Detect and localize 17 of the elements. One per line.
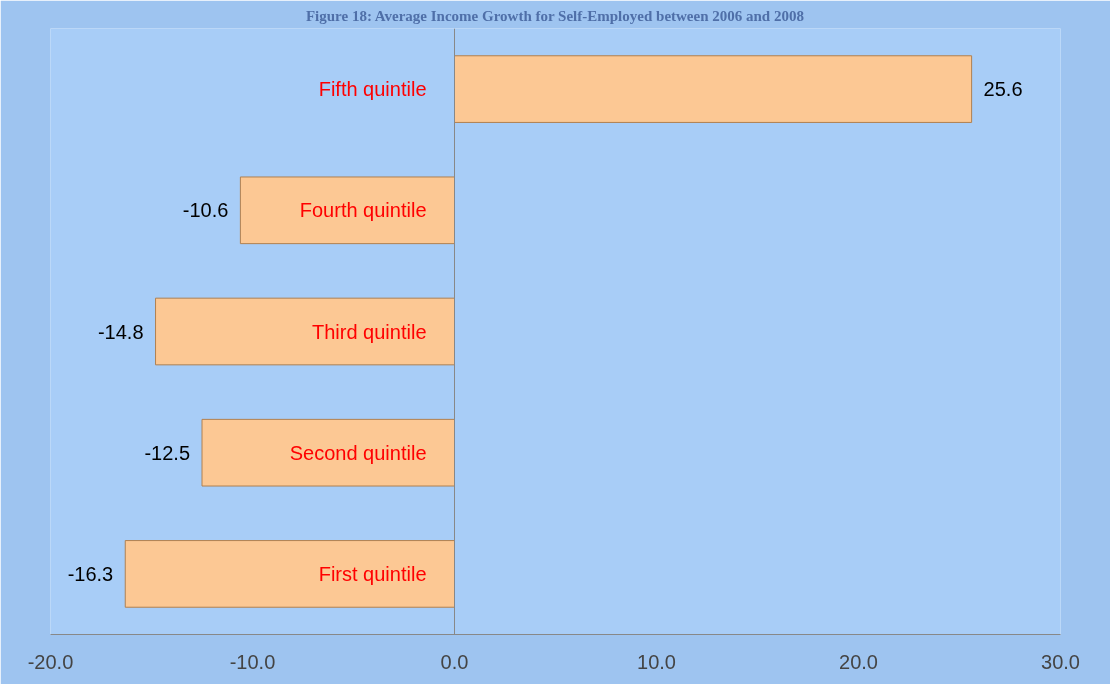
- y-tick-label: Fifth quintile: [318, 78, 427, 101]
- chart-title: Figure 18: Average Income Growth for Self-Employed between 2006 and 2008: [305, 7, 804, 24]
- data-label: 25.6: [983, 78, 1023, 101]
- x-tick-label: 20.0: [839, 650, 878, 673]
- y-tick-label: Third quintile: [312, 320, 427, 343]
- x-tick-label: 10.0: [637, 650, 676, 673]
- x-tick-label: -10.0: [229, 650, 276, 673]
- x-tick-label: 30.0: [1041, 650, 1080, 673]
- data-label: -10.6: [182, 199, 229, 222]
- data-label: -16.3: [67, 562, 114, 585]
- data-label: -12.5: [144, 441, 191, 464]
- x-tick-label: 0.0: [440, 650, 469, 673]
- y-tick-label: Second quintile: [289, 441, 427, 464]
- data-label: -14.8: [97, 320, 144, 343]
- x-tick-label: -20.0: [27, 650, 74, 673]
- y-tick-label: First quintile: [318, 562, 427, 585]
- y-tick-label: Fourth quintile: [299, 199, 427, 222]
